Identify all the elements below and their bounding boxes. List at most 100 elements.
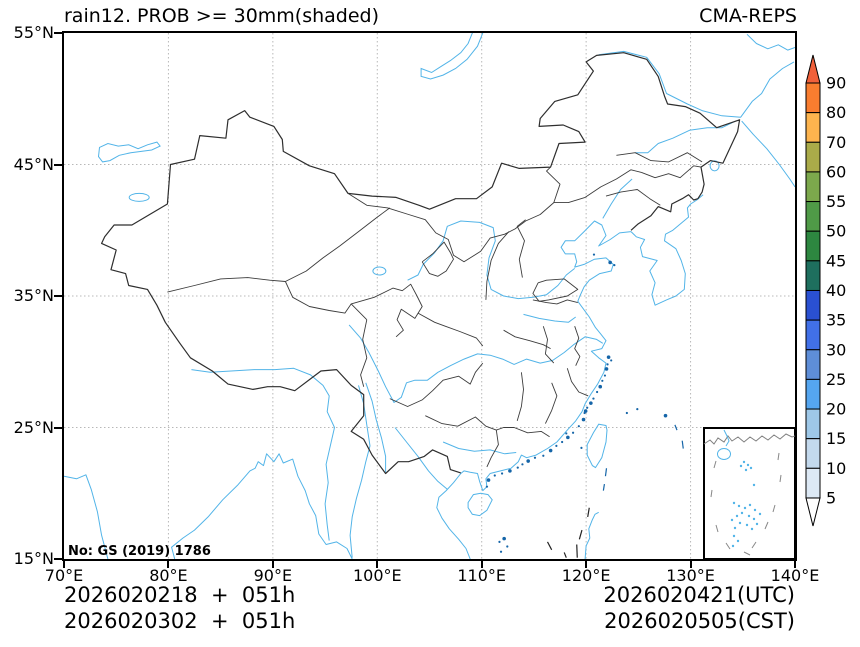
island-speck [592,253,596,256]
island-speck [583,409,588,413]
inset-island-speck [735,514,739,518]
province-border [351,283,423,338]
x-tick-label: 130°E [666,566,715,585]
island-speck [486,478,491,482]
inset-island-speck [733,526,737,530]
island-speck [589,401,593,405]
province-border [421,241,454,277]
colorbar-segment [805,230,821,262]
colorbar-segment [805,378,821,410]
province-border [284,281,368,321]
island-speck [493,474,496,477]
colorbar-segment [805,438,821,469]
inset-boundary-dash [764,521,769,530]
water-line [171,453,353,559]
island-speck [485,485,489,488]
inset-island-speck [745,523,749,527]
island-speck [561,440,564,444]
inset-island-speck [742,460,746,464]
x-tick-label: 90°E [253,566,293,585]
inset-island-speck [750,527,754,531]
island-speck [566,435,570,440]
inset-island-speck [730,518,734,522]
province-border [389,362,484,407]
island-speck [625,411,628,415]
water-line [64,474,109,559]
island-or-lake-outline [420,33,484,80]
island-or-lake-outline [97,141,161,163]
island-speck [516,466,519,469]
y-tickmark [54,295,62,297]
island-speck [601,379,604,382]
province-border [360,319,368,387]
boundary-dash [546,541,553,551]
water-line [442,441,517,455]
china-map [62,31,797,561]
inset-boundary-dash [751,541,757,549]
colorbar: 90 80 70 60 55 50 45 40 35 30 25 20 15 10 5 [805,54,846,527]
boundary-dash [576,544,578,558]
province-border [546,166,561,203]
colorbar-tick-label: 50 [826,222,846,241]
x-tickmark [63,561,65,568]
y-tickmark [54,558,62,560]
valid-time-utc: 2026020421(UTC) [603,583,795,607]
valid-time-cst: 2026020505(CST) [604,609,795,633]
island-speck [555,444,558,448]
license-note: No: GS (2019) 1786 [68,544,211,559]
island-speck [580,446,583,449]
x-tick-label: 100°E [352,566,402,585]
water-line [741,120,795,188]
island-chain-mark [681,440,684,449]
island-speck [571,431,575,434]
colorbar-tick-label: 5 [826,488,836,507]
island-speck [565,432,568,435]
water-line [630,194,704,306]
x-tickmark [793,561,796,568]
map-layers [64,33,795,559]
x-tick-label: 120°E [561,566,611,585]
province-border [485,231,510,300]
colorbar-tick-label: 10 [826,459,846,478]
island-speck [596,390,599,394]
national-border [101,52,741,475]
x-tick-label: 70°E [44,566,84,585]
boundary-dash [587,507,590,518]
province-border [417,312,484,347]
island-speck [502,536,506,541]
province-border [574,326,581,366]
x-tick-label: 110°E [457,566,507,585]
colorbar-under-arrow [805,497,821,527]
inset-island-speck [747,514,751,518]
inset-island-speck [732,501,736,505]
province-border [544,382,558,424]
island-chain-mark [604,468,608,477]
colorbar-segment [805,141,821,173]
province-border [566,368,589,397]
colorbar-tick-label: 80 [826,103,846,122]
island-speck [581,417,586,422]
colorbar-segment [805,467,821,499]
island-speck [610,359,613,362]
init-time-utc: 2026020218 + 051h [64,583,296,607]
colorbar-segment [805,82,821,114]
province-border [616,152,703,163]
lake-qinghai [372,266,387,276]
x-tickmark [376,561,379,568]
x-tickmark [480,561,483,568]
province-border [605,189,661,206]
inset-island-speck [752,517,756,521]
island-speck [613,263,616,267]
model-label: CMA-REPS [699,5,797,27]
island-speck [500,472,504,475]
water-line [635,120,736,154]
inset-coastline [703,433,795,445]
water-line [746,33,795,51]
init-time-cst: 2026020302 + 051h [64,609,296,633]
inset-boundary-dash [715,524,719,533]
inset-island-speck [731,544,735,548]
province-border [167,277,286,293]
island-speck [548,448,553,453]
x-tickmark [689,561,692,568]
x-tick-label: 140°E [770,566,820,585]
